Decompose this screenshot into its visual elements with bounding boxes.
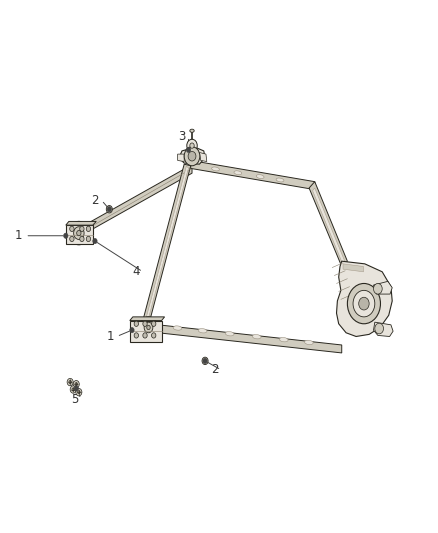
Circle shape bbox=[93, 238, 97, 244]
Circle shape bbox=[130, 327, 134, 333]
Circle shape bbox=[143, 333, 147, 338]
Ellipse shape bbox=[279, 337, 288, 342]
Ellipse shape bbox=[190, 129, 194, 132]
Circle shape bbox=[134, 333, 138, 338]
Circle shape bbox=[184, 147, 200, 166]
Ellipse shape bbox=[212, 167, 219, 171]
Polygon shape bbox=[191, 160, 315, 190]
Circle shape bbox=[152, 321, 156, 326]
Polygon shape bbox=[374, 322, 393, 336]
Circle shape bbox=[75, 383, 78, 386]
Circle shape bbox=[70, 386, 76, 393]
Circle shape bbox=[76, 389, 82, 396]
Circle shape bbox=[353, 290, 375, 317]
Circle shape bbox=[143, 321, 147, 326]
Circle shape bbox=[204, 359, 206, 362]
Circle shape bbox=[72, 388, 74, 391]
Circle shape bbox=[359, 297, 369, 310]
Text: 4: 4 bbox=[133, 265, 140, 278]
Circle shape bbox=[202, 357, 208, 365]
Text: 1: 1 bbox=[106, 330, 114, 343]
Polygon shape bbox=[130, 317, 165, 320]
Polygon shape bbox=[313, 188, 347, 270]
Ellipse shape bbox=[198, 329, 207, 333]
Text: 5: 5 bbox=[71, 393, 78, 406]
Circle shape bbox=[74, 386, 78, 391]
Circle shape bbox=[78, 391, 80, 394]
Polygon shape bbox=[336, 261, 392, 336]
Ellipse shape bbox=[304, 340, 313, 345]
Circle shape bbox=[186, 147, 191, 152]
Polygon shape bbox=[148, 324, 342, 353]
Polygon shape bbox=[130, 320, 162, 342]
Circle shape bbox=[108, 208, 111, 211]
Circle shape bbox=[374, 284, 382, 294]
Circle shape bbox=[107, 207, 112, 212]
Circle shape bbox=[86, 236, 91, 241]
Ellipse shape bbox=[173, 326, 182, 330]
Polygon shape bbox=[66, 221, 96, 225]
Circle shape bbox=[106, 206, 113, 213]
Polygon shape bbox=[79, 165, 192, 237]
Polygon shape bbox=[66, 225, 93, 244]
Circle shape bbox=[69, 381, 71, 384]
Polygon shape bbox=[145, 166, 188, 323]
Circle shape bbox=[147, 325, 150, 329]
Circle shape bbox=[70, 226, 74, 231]
Polygon shape bbox=[178, 154, 184, 161]
Circle shape bbox=[77, 230, 81, 236]
Text: 2: 2 bbox=[211, 364, 219, 376]
Circle shape bbox=[144, 322, 153, 333]
Circle shape bbox=[80, 226, 84, 231]
Polygon shape bbox=[199, 152, 207, 161]
Circle shape bbox=[70, 236, 74, 241]
Circle shape bbox=[69, 221, 88, 245]
Polygon shape bbox=[343, 264, 364, 272]
Text: 2: 2 bbox=[91, 193, 99, 207]
Circle shape bbox=[74, 227, 84, 239]
Ellipse shape bbox=[234, 171, 242, 175]
Ellipse shape bbox=[276, 178, 284, 182]
Polygon shape bbox=[143, 164, 191, 322]
Circle shape bbox=[190, 143, 194, 148]
Circle shape bbox=[73, 381, 79, 388]
Circle shape bbox=[187, 139, 197, 152]
Circle shape bbox=[375, 323, 384, 334]
Circle shape bbox=[188, 151, 196, 161]
Circle shape bbox=[203, 358, 207, 364]
Ellipse shape bbox=[256, 175, 264, 179]
Polygon shape bbox=[374, 281, 392, 294]
Polygon shape bbox=[179, 147, 205, 164]
Circle shape bbox=[67, 378, 73, 386]
Circle shape bbox=[64, 233, 68, 238]
Circle shape bbox=[140, 317, 157, 338]
Circle shape bbox=[80, 236, 84, 241]
Ellipse shape bbox=[225, 332, 234, 336]
Ellipse shape bbox=[252, 335, 261, 339]
Circle shape bbox=[134, 321, 138, 326]
Circle shape bbox=[152, 333, 156, 338]
Polygon shape bbox=[309, 182, 347, 266]
Circle shape bbox=[347, 284, 381, 324]
Circle shape bbox=[86, 226, 91, 231]
Text: 1: 1 bbox=[15, 229, 22, 242]
Text: 3: 3 bbox=[178, 130, 186, 143]
